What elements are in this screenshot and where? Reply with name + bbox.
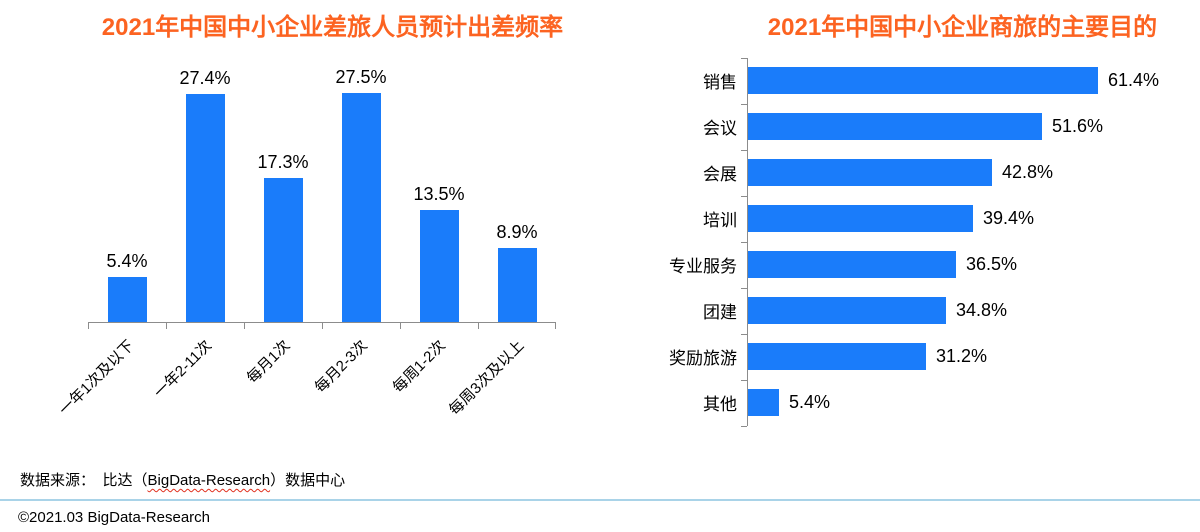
- bar-track: 31.2%: [741, 333, 1200, 380]
- bar-track: 39.4%: [741, 195, 1200, 242]
- bar: [263, 177, 303, 322]
- category-label: 每周3次及以上: [445, 336, 528, 419]
- footer-divider: [0, 499, 1200, 501]
- axis-tick: [400, 322, 401, 329]
- bar: [419, 209, 459, 322]
- bar: [748, 113, 1042, 141]
- bar-track: 42.8%: [741, 149, 1200, 196]
- bar-row: 销售 61.4%: [655, 57, 1200, 104]
- bar-value-label: 61.4%: [1108, 70, 1160, 91]
- category-label: 每月2-3次: [311, 336, 372, 397]
- category-label: 奖励旅游: [669, 349, 737, 369]
- bar-track: 61.4%: [741, 57, 1200, 104]
- bar-track: 34.8%: [741, 287, 1200, 334]
- bar: [107, 276, 147, 322]
- bar-value-label: 39.4%: [983, 208, 1035, 229]
- bar-value-label: 8.9%: [496, 221, 538, 242]
- axis-tick: [478, 322, 479, 329]
- category-label: 其他: [703, 395, 737, 415]
- column-chart-travel-frequency: 2021年中国中小企业差旅人员预计出差频率 5.4% 27.4% 17.3% 27.5…: [20, 14, 645, 453]
- axis-tick: [322, 322, 323, 329]
- copyright: ©2021.03 BigData-Research: [18, 509, 210, 526]
- column-slot: 13.5%: [400, 67, 478, 322]
- bar: [748, 343, 926, 371]
- bar-chart-travel-purpose: 2021年中国中小企业商旅的主要目的 销售 61.4% 会议 51.6% 会展 42.8%…: [655, 14, 1200, 453]
- axis-tick: [555, 322, 556, 329]
- bar-chart-plot: 销售 61.4% 会议 51.6% 会展 42.8% 培训 39.4% 专业服务 36.5% 团建 3…: [655, 57, 1200, 427]
- category-label: 会议: [703, 119, 737, 139]
- axis-tick: [244, 322, 245, 329]
- bar-track: 36.5%: [741, 241, 1200, 288]
- bar: [748, 389, 779, 417]
- bar-value-label: 27.4%: [179, 67, 231, 88]
- bar-value-label: 5.4%: [106, 250, 148, 271]
- bar-track: 51.6%: [741, 103, 1200, 150]
- bar-value-label: 36.5%: [966, 254, 1018, 275]
- axis-tick: [166, 322, 167, 329]
- bar-row: 奖励旅游 31.2%: [655, 333, 1200, 380]
- bar: [748, 205, 973, 233]
- bar-value-label: 42.8%: [1002, 162, 1054, 183]
- column-slot: 27.5%: [322, 67, 400, 322]
- category-label: 每周1-2次: [389, 336, 450, 397]
- bar-row: 培训 39.4%: [655, 195, 1200, 242]
- column-chart-categories: 一年1次及以下 一年2-11次 每月1次 每月2-3次 每周1-2次 每周3次及以上: [56, 323, 556, 453]
- bar: [748, 251, 956, 279]
- bar-row: 团建 34.8%: [655, 287, 1200, 334]
- category-label: 每月1次: [243, 336, 294, 387]
- data-source-brand: BigData-Research: [147, 472, 271, 489]
- column-slot: 27.4%: [166, 67, 244, 322]
- bar-row: 会展 42.8%: [655, 149, 1200, 196]
- bar: [497, 247, 537, 322]
- category-label: 一年2-11次: [150, 336, 216, 402]
- bar-value-label: 5.4%: [789, 392, 831, 413]
- column-chart-title: 2021年中国中小企业差旅人员预计出差频率: [101, 14, 564, 41]
- bar-value-label: 13.5%: [413, 183, 465, 204]
- bar-row: 专业服务 36.5%: [655, 241, 1200, 288]
- charts-row: 2021年中国中小企业差旅人员预计出差频率 5.4% 27.4% 17.3% 27.5…: [20, 14, 1200, 453]
- axis-tick: [88, 322, 89, 329]
- bar-value-label: 51.6%: [1052, 116, 1104, 137]
- bar: [748, 67, 1098, 95]
- category-label: 会展: [703, 165, 737, 185]
- bar-value-label: 27.5%: [335, 66, 387, 87]
- category-label: 一年1次及以下: [55, 336, 138, 419]
- column-chart-plot: 5.4% 27.4% 17.3% 27.5% 13.5% 8.9%: [88, 67, 556, 329]
- category-label: 培训: [703, 211, 737, 231]
- category-label: 专业服务: [669, 257, 737, 277]
- column-slot: 17.3%: [244, 67, 322, 322]
- bar-value-label: 31.2%: [936, 346, 988, 367]
- data-source-note: 数据来源： 比达（BigData-Research）数据中心: [20, 469, 1200, 490]
- column-slot: 5.4%: [88, 67, 166, 322]
- bar-chart-title: 2021年中国中小企业商旅的主要目的: [767, 14, 1158, 41]
- data-source-prefix: 数据来源： 比达（: [20, 472, 148, 489]
- bar: [341, 92, 381, 322]
- bar-row: 其他 5.4%: [655, 379, 1200, 427]
- bar-value-label: 17.3%: [257, 151, 309, 172]
- category-label: 团建: [703, 303, 737, 323]
- category-label: 销售: [703, 73, 737, 93]
- bar-row: 会议 51.6%: [655, 103, 1200, 150]
- bar: [748, 159, 992, 187]
- bar: [748, 297, 946, 325]
- column-slot: 8.9%: [478, 67, 556, 322]
- bar-value-label: 34.8%: [956, 300, 1008, 321]
- bar: [185, 93, 225, 322]
- bar-track: 5.4%: [741, 379, 1200, 427]
- data-source-suffix: ）数据中心: [270, 472, 346, 489]
